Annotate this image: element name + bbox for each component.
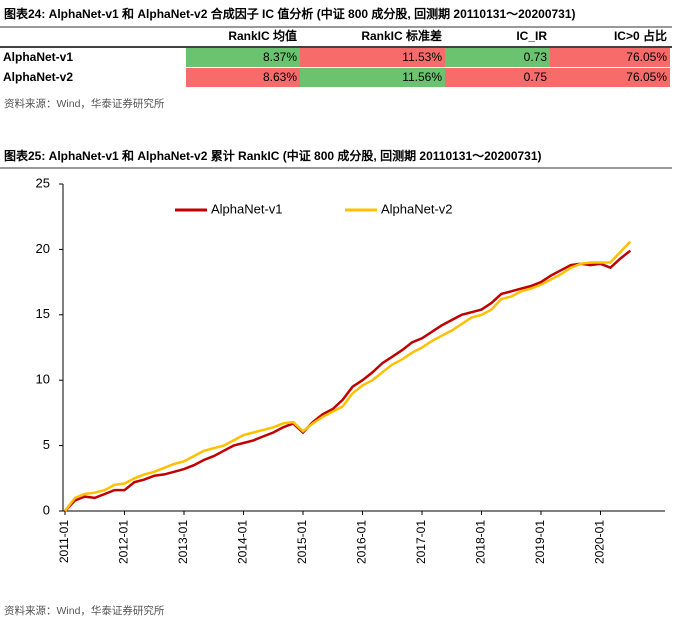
source: 资料来源：Wind，华泰证券研究所	[4, 97, 165, 110]
cell-value: 8.37%	[263, 50, 297, 64]
column-header: RankIC 均值	[228, 28, 297, 43]
x-tick-label: 2019-01	[533, 520, 547, 564]
legend-label: AlphaNet-v2	[381, 201, 453, 216]
column-header: RankIC 标准差	[361, 28, 442, 43]
cell-value: 0.73	[524, 50, 548, 64]
x-tick-label: 2012-01	[117, 520, 131, 564]
y-tick-label: 0	[43, 502, 50, 517]
cell	[445, 68, 550, 87]
series-line	[64, 249, 632, 512]
column-header: IC_IR	[516, 29, 547, 43]
cell-value: 11.56%	[402, 70, 442, 84]
x-tick-label: 2018-01	[474, 520, 488, 564]
y-tick-label: 10	[36, 372, 50, 387]
source: 资料来源：Wind，华泰证券研究所	[4, 604, 165, 617]
cell-value: 8.63%	[263, 70, 297, 84]
cell-value: 76.05%	[626, 70, 667, 84]
y-tick-label: 25	[36, 175, 50, 190]
x-tick-label: 2015-01	[295, 520, 309, 564]
cell	[300, 48, 445, 67]
x-tick-label: 2020-01	[593, 520, 607, 564]
cell-value: 11.53%	[402, 50, 442, 64]
row-label: AlphaNet-v1	[3, 50, 73, 64]
x-tick-label: 2013-01	[176, 520, 190, 564]
y-tick-label: 5	[43, 437, 50, 452]
y-tick-label: 15	[36, 306, 50, 321]
x-tick-label: 2016-01	[355, 520, 369, 564]
cell	[186, 48, 300, 67]
cell	[550, 68, 670, 87]
table-title: 图表24: AlphaNet-v1 和 AlphaNet-v2 合成因子 IC …	[4, 6, 576, 21]
column-header: IC>0 占比	[614, 28, 667, 43]
cell	[550, 48, 670, 67]
cell	[445, 48, 550, 67]
chart-title: 图表25: AlphaNet-v1 和 AlphaNet-v2 累计 RankI…	[4, 148, 542, 163]
row-label: AlphaNet-v2	[3, 70, 73, 84]
cell-value: 76.05%	[626, 50, 667, 64]
y-tick-label: 20	[36, 241, 50, 256]
x-tick-label: 2014-01	[236, 520, 250, 564]
cell	[186, 68, 300, 87]
x-tick-label: 2017-01	[414, 520, 428, 564]
cell	[300, 68, 445, 87]
cell-value: 0.75	[524, 70, 548, 84]
x-tick-label: 2011-01	[57, 520, 71, 563]
legend-label: AlphaNet-v1	[211, 201, 283, 216]
series-line	[64, 240, 632, 512]
